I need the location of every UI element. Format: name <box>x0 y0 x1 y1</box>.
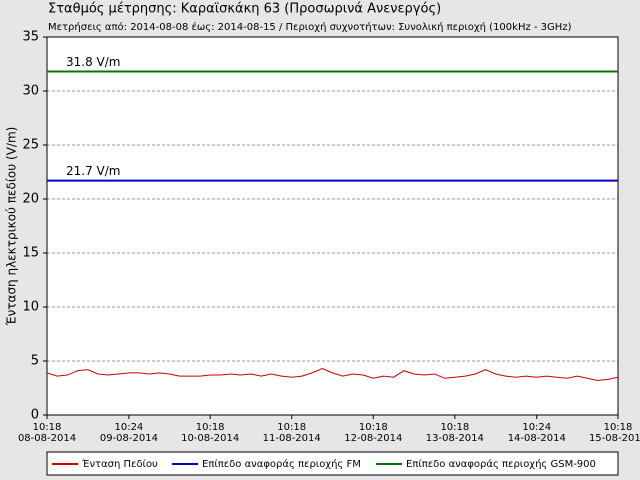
x-tick-sublabel: 09-08-2014 <box>100 433 158 444</box>
x-tick-label: 10:18 <box>359 422 388 433</box>
x-tick-label: 10:18 <box>440 422 469 433</box>
x-tick-sublabel: 12-08-2014 <box>344 433 402 444</box>
x-tick-label: 10:18 <box>604 422 633 433</box>
y-tick-label: 35 <box>22 30 39 45</box>
x-tick-label: 10:18 <box>277 422 306 433</box>
chart-title: Σταθμός μέτρησης: Καραϊσκάκη 63 (Προσωρι… <box>48 2 441 17</box>
reference-label: 31.8 V/m <box>66 55 120 69</box>
plot-border <box>46 36 619 416</box>
x-tick-sublabel: 13-08-2014 <box>426 433 484 444</box>
y-tick-label: 15 <box>22 246 39 261</box>
chart-subtitle: Μετρήσεις από: 2014-08-08 έως: 2014-08-1… <box>48 21 572 33</box>
y-tick-label: 30 <box>22 84 39 99</box>
x-tick-label: 10:24 <box>522 422 551 433</box>
y-tick-label: 20 <box>22 192 39 207</box>
x-tick-label: 10:18 <box>196 422 225 433</box>
x-tick-sublabel: 15-08-2014 <box>589 433 640 444</box>
data-line <box>46 368 619 381</box>
x-tick-sublabel: 14-08-2014 <box>508 433 566 444</box>
x-tick-label: 10:24 <box>114 422 143 433</box>
y-axis-label: Ένταση ηλεκτρικού πεδίου (V/m) <box>5 127 19 327</box>
y-tick-label: 0 <box>31 408 39 423</box>
y-tick-label: 5 <box>31 354 39 369</box>
legend-label: Επίπεδο αναφοράς περιοχής FM <box>202 458 361 470</box>
x-tick-sublabel: 11-08-2014 <box>263 433 321 444</box>
legend-label: Ένταση Πεδίου <box>81 458 158 470</box>
legend-label: Επίπεδο αναφοράς περιοχής GSM-900 <box>406 458 596 470</box>
y-tick-label: 25 <box>22 138 39 153</box>
plot-area <box>47 37 618 415</box>
reference-label: 21.7 V/m <box>66 164 120 178</box>
x-tick-label: 10:18 <box>33 422 62 433</box>
legend <box>46 451 619 476</box>
x-tick-sublabel: 10-08-2014 <box>181 433 239 444</box>
y-tick-label: 10 <box>22 300 39 315</box>
x-tick-sublabel: 08-08-2014 <box>18 433 76 444</box>
